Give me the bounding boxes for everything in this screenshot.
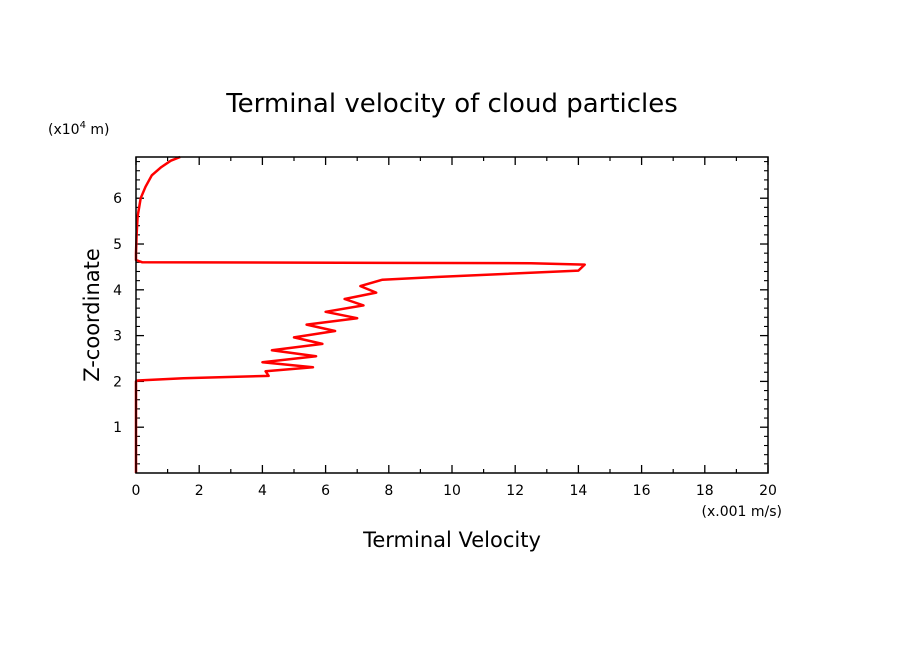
x-tick-label: 2 bbox=[195, 483, 204, 499]
y-tick-label: 2 bbox=[113, 374, 122, 390]
x-tick-label: 18 bbox=[696, 483, 714, 499]
y-tick-label: 1 bbox=[113, 420, 122, 436]
x-tick-label: 0 bbox=[132, 483, 141, 499]
y-unit-prefix: (x10 bbox=[48, 122, 80, 138]
y-tick-label: 3 bbox=[113, 329, 122, 345]
series-line bbox=[134, 155, 586, 473]
x-tick-label: 4 bbox=[258, 483, 267, 499]
ticks-layer bbox=[135, 157, 769, 473]
y-tick-label: 5 bbox=[113, 237, 122, 253]
x-tick-label: 12 bbox=[506, 483, 524, 499]
y-unit-label: (x104 m) bbox=[48, 120, 110, 138]
plot-frame bbox=[135, 156, 769, 474]
y-unit-exponent: 4 bbox=[80, 120, 86, 131]
x-tick-label: 16 bbox=[633, 483, 651, 499]
x-tick-label: 6 bbox=[321, 483, 330, 499]
y-axis-label: Z-coordinate bbox=[80, 248, 104, 382]
chart-title: Terminal velocity of cloud particles bbox=[225, 89, 678, 119]
y-tick-label: 4 bbox=[113, 283, 122, 299]
series-layer bbox=[134, 155, 586, 473]
x-tick-label: 14 bbox=[569, 483, 587, 499]
x-axis-label: Terminal Velocity bbox=[362, 528, 541, 552]
x-tick-label: 10 bbox=[443, 483, 461, 499]
y-unit-suffix: m) bbox=[86, 122, 110, 138]
x-tick-label: 20 bbox=[759, 483, 777, 499]
y-tick-label: 6 bbox=[113, 191, 122, 207]
x-tick-label: 8 bbox=[384, 483, 393, 499]
x-unit-label: (x.001 m/s) bbox=[702, 504, 782, 520]
